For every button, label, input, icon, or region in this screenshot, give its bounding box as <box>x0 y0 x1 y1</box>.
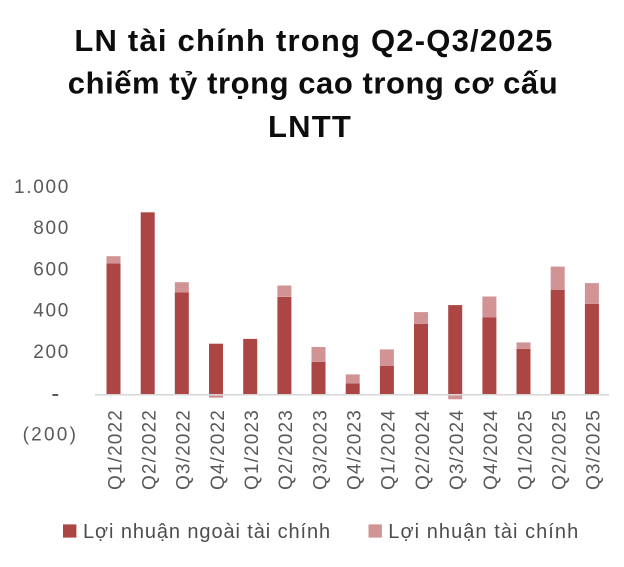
svg-text:chiếm tỷ trọng cao trong cơ cấ: chiếm tỷ trọng cao trong cơ cấu <box>68 66 558 101</box>
svg-text:600: 600 <box>33 259 70 280</box>
svg-text:Q2/2023: Q2/2023 <box>276 409 297 490</box>
svg-text:Q3/2025: Q3/2025 <box>584 409 605 490</box>
svg-text:Lợi nhuận ngoài tài chính: Lợi nhuận ngoài tài chính <box>83 521 331 543</box>
svg-text:LN tài chính trong Q2-Q3/2025: LN tài chính trong Q2-Q3/2025 <box>74 23 553 58</box>
svg-text:Q4/2024: Q4/2024 <box>481 409 502 490</box>
svg-text:Lợi nhuận tài chính: Lợi nhuận tài chính <box>388 521 579 543</box>
svg-text:Q2/2025: Q2/2025 <box>550 409 571 490</box>
svg-text:Q3/2023: Q3/2023 <box>310 409 331 490</box>
svg-text:Q2/2024: Q2/2024 <box>413 409 434 490</box>
svg-text:Q1/2024: Q1/2024 <box>379 409 400 490</box>
svg-text:200: 200 <box>33 342 70 363</box>
svg-text:400: 400 <box>33 301 70 322</box>
svg-text:(200): (200) <box>23 425 79 446</box>
svg-text:Q3/2024: Q3/2024 <box>447 409 468 490</box>
svg-text:Q1/2023: Q1/2023 <box>242 409 263 490</box>
svg-text:Q1/2025: Q1/2025 <box>515 409 536 490</box>
svg-text:Q3/2022: Q3/2022 <box>174 409 195 490</box>
svg-text:Q4/2023: Q4/2023 <box>345 409 366 490</box>
svg-text:Q4/2022: Q4/2022 <box>208 409 229 490</box>
svg-text:800: 800 <box>33 218 70 239</box>
svg-text:Q1/2022: Q1/2022 <box>105 409 126 490</box>
svg-text:1.000: 1.000 <box>14 177 70 198</box>
svg-text:LNTT: LNTT <box>268 109 352 144</box>
svg-text:Q2/2022: Q2/2022 <box>140 409 161 490</box>
